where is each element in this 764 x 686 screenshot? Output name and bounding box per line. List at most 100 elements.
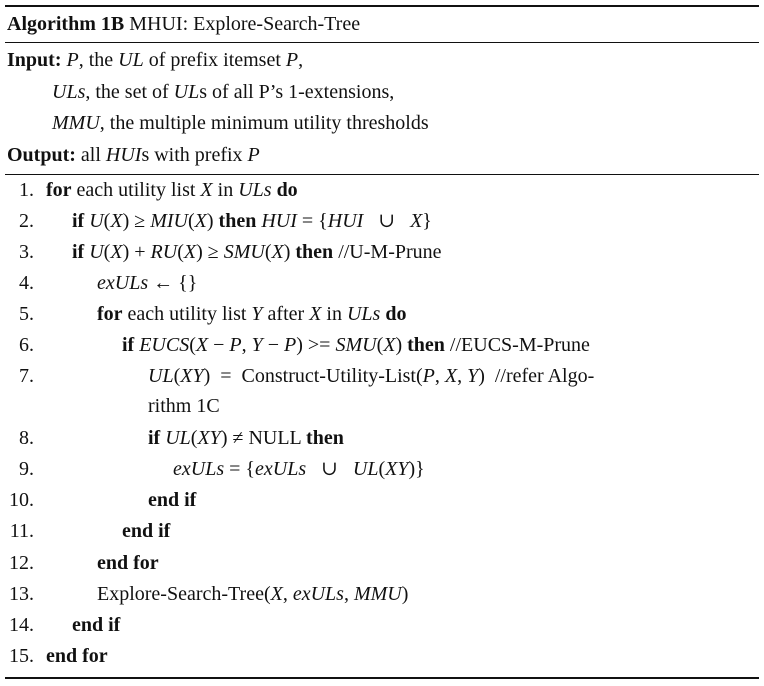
input-line-3: MMU, the multiple minimum utility thresh… xyxy=(52,110,429,136)
keyword: if xyxy=(72,241,85,263)
input-part: , the set of xyxy=(85,81,174,103)
code-text: for each utility list Y after X in ULs d… xyxy=(97,300,406,328)
math-symbol: ULs xyxy=(238,179,272,201)
input-text-3: MMU, the multiple minimum utility thresh… xyxy=(52,112,429,134)
math-symbol: P xyxy=(284,334,297,356)
code-text: if UL(XY) ≠ NULL then xyxy=(148,424,344,452)
output-part: P xyxy=(247,144,260,166)
code-token: = { xyxy=(296,210,328,232)
line-number: 15. xyxy=(9,645,34,667)
code-token: ( xyxy=(378,458,386,480)
math-symbol: X xyxy=(110,241,123,263)
input-part: , the xyxy=(78,49,119,71)
keyword: end for xyxy=(97,552,159,574)
code-token: ( xyxy=(173,365,181,387)
code-token: , xyxy=(241,334,252,356)
keyword: if xyxy=(148,427,161,449)
code-text: if U(X) ≥ MIU(X) then HUI = {HUI ∪ X} xyxy=(72,207,432,235)
code-token: Explore-Search-Tree( xyxy=(97,583,271,605)
code-token: ) = Construct-Utility-List( xyxy=(203,365,423,387)
keyword: do xyxy=(385,303,407,325)
code-token: ) ≥ xyxy=(196,241,224,263)
input-part: s of all P’s 1-extensions, xyxy=(199,81,395,103)
code-token: ) ≠ NULL xyxy=(220,427,307,449)
math-symbol: X xyxy=(195,334,209,356)
line-number: 10. xyxy=(9,489,34,511)
code-token: ← {} xyxy=(148,272,198,294)
code-token: after xyxy=(262,303,310,325)
top-rule xyxy=(5,5,759,7)
code-token: //EUCS-M-Prune xyxy=(444,334,590,356)
line-number: 12. xyxy=(9,552,34,574)
code-token: − xyxy=(208,334,230,356)
code-token: ) xyxy=(395,334,408,356)
code-token: } xyxy=(422,210,432,232)
code-text: end if xyxy=(122,517,170,545)
code-token: ∪ xyxy=(306,458,353,480)
math-symbol: exULs xyxy=(173,458,225,480)
math-symbol: SMU xyxy=(223,241,265,263)
code-text: end for xyxy=(97,549,159,577)
math-symbol: X xyxy=(383,334,396,356)
code-text: end for xyxy=(46,642,108,670)
keyword: for xyxy=(97,303,123,325)
code-text: exULs = {exULs ∪ UL(XY)} xyxy=(173,455,425,483)
math-symbol: U xyxy=(89,241,104,263)
math-symbol: UL xyxy=(148,365,174,387)
math-symbol: U xyxy=(89,210,104,232)
line-number: 9. xyxy=(19,458,34,480)
line-number: 13. xyxy=(9,583,34,605)
code-token: ( xyxy=(264,241,272,263)
math-symbol: EUCS xyxy=(139,334,190,356)
input-part: MMU xyxy=(52,112,100,134)
code-token: ( xyxy=(190,427,198,449)
output-part: HUI xyxy=(105,144,142,166)
line-number: 2. xyxy=(19,210,34,232)
algorithm-number: 1B xyxy=(100,13,125,35)
line-number: 1. xyxy=(19,179,34,201)
keyword: end for xyxy=(46,645,108,667)
input-line-2: ULs, the set of ULs of all P’s 1-extensi… xyxy=(52,79,394,105)
math-symbol: SMU xyxy=(335,334,377,356)
math-symbol: exULs xyxy=(255,458,307,480)
code-text: if U(X) + RU(X) ≥ SMU(X) then //U-M-Prun… xyxy=(72,238,442,266)
math-symbol: HUI xyxy=(261,210,297,232)
math-symbol: HUI xyxy=(327,210,364,232)
io-rule xyxy=(5,174,759,175)
keyword: end if xyxy=(72,614,121,636)
math-symbol: Y xyxy=(251,303,263,325)
line-number: 14. xyxy=(9,614,34,636)
output-text: all HUIs with prefix P xyxy=(81,144,260,166)
math-symbol: P xyxy=(229,334,242,356)
keyword: then xyxy=(407,334,445,356)
code-token: ) //refer Algo- xyxy=(478,365,595,387)
keyword: then xyxy=(218,210,257,232)
code-text: for each utility list X in ULs do xyxy=(46,176,298,204)
math-symbol: X xyxy=(270,583,283,605)
input-text-1: P, the UL of prefix itemset P, xyxy=(66,49,303,71)
code-token: = { xyxy=(224,458,255,480)
input-part: ULs xyxy=(52,81,86,103)
code-text: end if xyxy=(148,486,196,514)
code-token: rithm 1C xyxy=(148,395,220,417)
code-token: ) xyxy=(283,241,296,263)
code-token: ( xyxy=(103,241,111,263)
code-text: UL(XY) = Construct-Utility-List(P, X, Y)… xyxy=(148,362,594,390)
code-token: , xyxy=(282,583,293,605)
code-token: ) + xyxy=(122,241,151,263)
code-token: ) xyxy=(401,583,409,605)
code-text: rithm 1C xyxy=(148,392,220,420)
line-number: 8. xyxy=(19,427,34,449)
input-text-2: ULs, the set of ULs of all P’s 1-extensi… xyxy=(52,81,394,103)
code-token: ) xyxy=(206,210,219,232)
math-symbol: UL xyxy=(352,458,379,480)
code-token: ( xyxy=(189,334,196,356)
keyword: for xyxy=(46,179,72,201)
code-token: )} xyxy=(408,458,425,480)
math-symbol: ULs xyxy=(346,303,381,325)
input-line-1: Input: P, the UL of prefix itemset P, xyxy=(7,47,303,73)
input-part: of prefix itemset xyxy=(143,49,286,71)
math-symbol: Y xyxy=(467,365,479,387)
output-part: all xyxy=(80,144,106,166)
math-symbol: X xyxy=(110,210,123,232)
